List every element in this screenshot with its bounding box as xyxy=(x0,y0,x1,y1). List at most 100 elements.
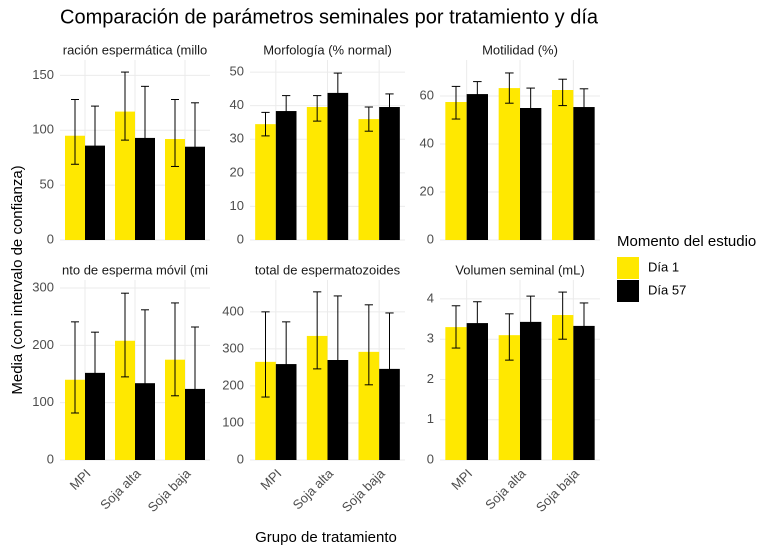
error-bar xyxy=(473,81,482,109)
facet-title: Morfología (% normal) xyxy=(263,42,392,57)
chart-title: Comparación de parámetros seminales por … xyxy=(60,6,599,28)
bar xyxy=(445,102,467,240)
error-bar xyxy=(558,78,567,107)
x-tick-label: Soja alta xyxy=(290,465,337,512)
x-tick-label: Soja baja xyxy=(339,465,388,514)
error-bar xyxy=(579,302,589,351)
facet-title: total de espermatozoides xyxy=(255,262,401,277)
bar xyxy=(520,321,542,460)
facet-title: ración espermática (millo xyxy=(63,42,208,57)
bar xyxy=(445,327,467,460)
x-axis-label: Grupo de tratamiento xyxy=(255,529,397,546)
error-bar xyxy=(261,111,270,137)
bar xyxy=(275,111,297,241)
bar xyxy=(379,107,400,240)
bar xyxy=(573,107,595,240)
y-tick-label: 150 xyxy=(32,67,54,82)
x-tick-label: MPI xyxy=(67,466,94,493)
y-tick-label: 3 xyxy=(427,331,434,346)
error-bar xyxy=(579,88,589,125)
bar xyxy=(115,340,135,460)
bar xyxy=(358,119,380,240)
bar xyxy=(306,107,328,240)
error-bar xyxy=(261,311,270,398)
y-tick-label: 100 xyxy=(32,394,54,409)
y-tick-label: 200 xyxy=(222,377,244,392)
bar xyxy=(358,351,380,460)
bar xyxy=(520,108,542,240)
error-bar xyxy=(141,309,149,406)
bar xyxy=(466,94,488,240)
legend-swatch xyxy=(617,280,639,302)
error-bar xyxy=(505,72,514,104)
facet-title: nto de esperma móvil (mi xyxy=(62,262,208,277)
error-bar xyxy=(364,304,373,386)
bar xyxy=(65,135,85,240)
bar xyxy=(65,379,85,460)
y-tick-label: 0 xyxy=(237,451,244,466)
y-tick-label: 0 xyxy=(427,231,434,246)
error-bar xyxy=(364,106,373,132)
error-bar xyxy=(71,321,79,414)
error-bar xyxy=(71,99,79,165)
legend-label: Día 1 xyxy=(648,259,679,274)
x-tick-label: Soja alta xyxy=(482,465,529,512)
legend-label: Día 57 xyxy=(648,282,686,297)
bar xyxy=(327,92,349,240)
x-tick-label: MPI xyxy=(448,466,475,493)
bar xyxy=(275,364,297,460)
error-bar xyxy=(451,85,461,120)
bar xyxy=(165,139,185,240)
error-bar xyxy=(333,295,342,401)
y-tick-label: 400 xyxy=(222,303,244,318)
bar xyxy=(185,146,205,240)
bar xyxy=(255,124,276,240)
error-bar xyxy=(558,291,567,340)
y-tick-label: 4 xyxy=(427,290,434,305)
y-tick-label: 0 xyxy=(47,231,54,246)
x-tick-label: Soja baja xyxy=(533,465,582,514)
y-tick-label: 30 xyxy=(230,131,244,146)
y-tick-label: 0 xyxy=(237,231,244,246)
bar xyxy=(552,90,574,240)
y-tick-label: 50 xyxy=(230,64,244,79)
error-bar xyxy=(91,105,99,188)
error-bar xyxy=(313,291,322,370)
bar xyxy=(466,323,488,460)
error-bar xyxy=(526,295,535,351)
y-tick-label: 200 xyxy=(32,337,54,352)
y-tick-label: 40 xyxy=(230,97,244,112)
x-tick-label: Soja alta xyxy=(97,465,144,512)
error-bar xyxy=(451,305,461,349)
error-bar xyxy=(333,72,342,114)
y-tick-label: 2 xyxy=(427,371,434,386)
y-tick-label: 0 xyxy=(47,451,54,466)
bar xyxy=(306,335,328,460)
facet-title: Motilidad (%) xyxy=(482,42,558,57)
error-bar xyxy=(191,102,199,194)
x-tick-label: MPI xyxy=(257,466,284,493)
legend-title: Momento del estudio xyxy=(617,233,756,250)
bar xyxy=(552,315,574,460)
x-tick-label: Soja baja xyxy=(145,465,194,514)
error-bar xyxy=(191,326,199,426)
error-bar xyxy=(526,87,535,129)
error-bar xyxy=(141,85,149,188)
bar xyxy=(498,88,520,240)
y-tick-label: 0 xyxy=(427,451,434,466)
y-tick-label: 50 xyxy=(40,177,54,192)
bar xyxy=(115,111,135,241)
y-tick-label: 40 xyxy=(420,135,434,150)
y-tick-label: 100 xyxy=(222,414,244,429)
y-tick-label: 100 xyxy=(32,122,54,137)
error-bar xyxy=(473,301,482,346)
error-bar xyxy=(121,71,129,141)
bar xyxy=(165,359,185,460)
y-tick-label: 60 xyxy=(420,87,434,102)
error-bar xyxy=(171,302,179,397)
bar xyxy=(135,383,155,460)
error-bar xyxy=(171,99,179,167)
error-bar xyxy=(121,292,129,378)
y-tick-label: 20 xyxy=(230,164,244,179)
